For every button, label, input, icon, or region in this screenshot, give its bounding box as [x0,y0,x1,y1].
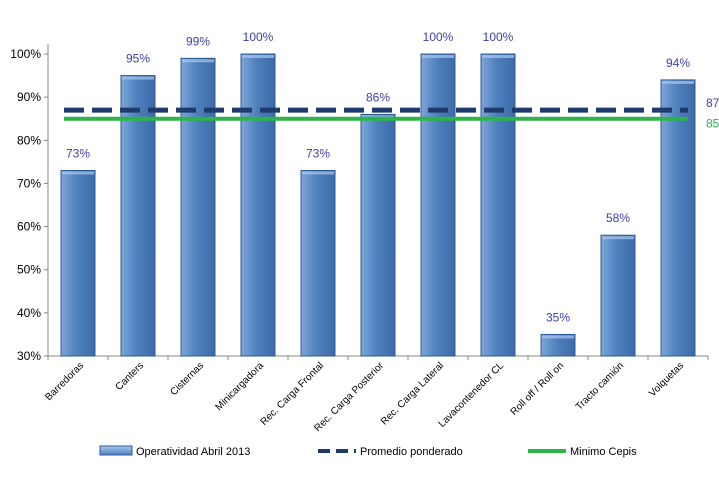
legend-label: Minimo Cepis [570,446,637,458]
bar-highlight [602,236,634,240]
bar [240,53,276,357]
bar [600,234,636,357]
legend-swatch-bar [99,445,133,456]
data-label: 73% [306,146,330,160]
data-label: 94% [666,56,690,70]
bar-highlight [182,59,214,63]
bar-highlight [482,55,514,58]
data-labels: 73% 95% 99% 100% 73% 86% 100% 100% 35% 58% 94% 87% 8… [66,30,719,324]
bar-highlight [542,335,574,339]
bar-highlight [62,171,94,175]
bar-highlight [122,76,154,80]
bar [540,333,576,357]
reference-lines [64,107,688,121]
bar [180,57,216,357]
bar [120,75,156,357]
bars [60,53,696,357]
y-tick-label: 30% [17,349,41,363]
data-label: 73% [66,146,90,160]
data-label: 100% [423,30,454,44]
bar [300,169,336,357]
bar [660,79,696,357]
bar [420,53,456,357]
bar [480,53,516,357]
y-tick-label: 50% [17,263,41,277]
data-label: 99% [186,34,210,48]
data-label: 35% [546,310,570,324]
minimum-line-label: 85% [706,117,719,131]
x-tick-label: Volquetas [647,360,686,399]
y-tick-label: 70% [17,176,41,190]
bar-highlight [422,55,454,58]
bar [360,113,396,357]
x-tick-label: Lavacontenedor CL [437,360,507,430]
x-tick-label: Canters [114,360,147,393]
data-label: 100% [483,30,514,44]
legend-label: Promedio ponderado [360,446,463,458]
data-label: 86% [366,90,390,104]
y-tick-label: 100% [10,47,41,61]
data-label: 58% [606,211,630,225]
y-tick-label: 40% [17,306,41,320]
x-tick-label: Cisternas [168,360,206,398]
legend-label: Operatividad Abril 2013 [136,446,250,458]
y-tick-label: 90% [17,90,41,104]
data-label: 95% [126,52,150,66]
x-tick-label: Minicargadora [214,360,267,413]
x-tick-label: Rec. Carga Lateral [379,360,446,427]
bar-highlight [662,80,694,84]
x-tick-label: Barredoras [43,360,86,403]
y-tick-label: 80% [17,133,41,147]
bar [60,169,96,357]
x-tick-label: Rec. Carga Frontal [259,360,327,428]
average-line-label: 87% [706,96,719,110]
bar-highlight [302,171,334,175]
x-tick-label: Roll off / Roll on [509,360,567,418]
bar-highlight [242,55,274,58]
y-tick-label: 60% [17,220,41,234]
legend: Operatividad Abril 2013 Promedio ponderad… [99,445,637,458]
x-tick-label: Tracto camión [574,360,626,412]
data-label: 100% [243,30,274,44]
x-tick-label: Rec. Carga Posterior [312,360,386,434]
